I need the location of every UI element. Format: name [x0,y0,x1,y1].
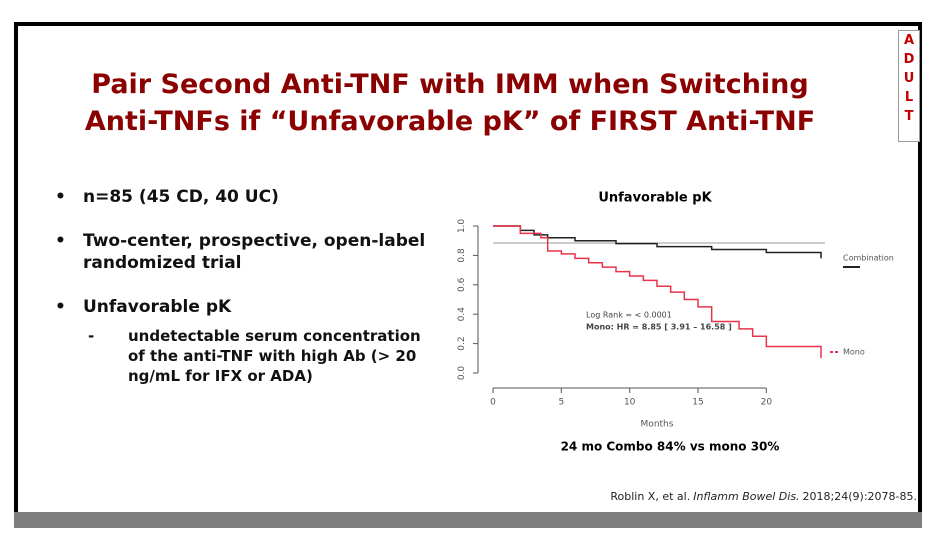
bullet: Two-center, prospective, open-label rand… [55,230,435,274]
citation-authors: Roblin X, et al. [610,490,691,503]
annotation: Log Rank = < 0.0001 [586,311,672,320]
bullet-list: n=85 (45 CD, 40 UC) Two-center, prospect… [55,186,435,408]
survival-curve [493,225,822,359]
title-line: Pair Second Anti-TNF with IMM when Switc… [91,69,809,100]
bullet-text: Two-center, prospective, open-label rand… [83,231,426,273]
y-tick-label: 0.4 [457,307,467,322]
tag-letter: T [904,109,914,124]
citation-details: 2018;24(9):2078-85. [802,490,917,503]
bullet: n=85 (45 CD, 40 UC) [55,186,435,208]
chart-caption: 24 mo Combo 84% vs mono 30% [561,440,780,454]
side-tag: A D U L T [898,30,920,142]
x-tick-label: 0 [490,398,496,408]
bullet-text: Unfavorable pK [83,297,232,317]
tag-letter: L [904,90,914,105]
annotation: Mono: HR = 8.85 [ 3.91 – 16.58 ] [586,323,732,332]
sub-bullet: - undetectable serum concentration of the… [83,326,435,386]
y-tick-label: 0.6 [457,277,467,292]
chart-title: Unfavorable pK [598,191,712,206]
slide-frame [14,22,922,528]
x-tick-label: 15 [692,398,703,408]
bullet: Unfavorable pK - undetectable serum conce… [55,296,435,386]
legend-label: Combination [843,254,894,263]
citation: Roblin X, et al. Inflamm Bowel Dis. 2018;2… [607,490,917,503]
km-chart: Unfavorable pK 0.0 0.2 0.4 0.6 0.8 1.0 0 5 10 15 2… [457,191,894,454]
sub-bullet-text: undetectable serum concentration of the … [128,327,421,385]
tag-letter: U [903,71,915,86]
x-axis-label: Months [641,420,674,430]
citation-journal: Inflamm Bowel Dis. [693,490,800,503]
footer-bar [14,512,922,528]
tag-letter: A [903,33,915,48]
y-tick-label: 1.0 [457,219,467,234]
slide-title: Pair Second Anti-TNF with IMM when Switc… [60,66,840,140]
bullet-text: n=85 (45 CD, 40 UC) [83,187,279,207]
tag-letter: D [903,52,915,67]
x-tick-label: 10 [624,398,636,408]
y-tick-label: 0.8 [457,248,467,263]
legend-label: Mono [843,348,865,357]
x-tick-label: 20 [761,398,773,408]
y-tick-label: 0.2 [457,336,467,350]
sub-marker: - [88,327,95,345]
x-tick-label: 5 [558,398,564,408]
y-tick-label: 0.0 [457,366,467,381]
survival-curve [493,225,822,259]
title-line: Anti-TNFs if “Unfavorable pK” of FIRST A… [84,106,816,137]
